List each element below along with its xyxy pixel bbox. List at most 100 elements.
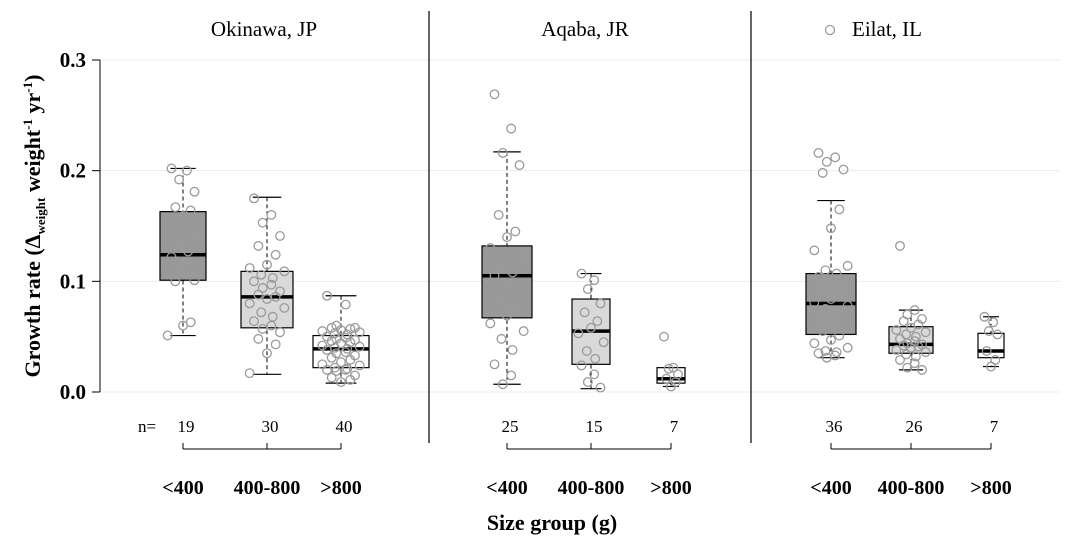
data-point	[189, 275, 200, 286]
y-axis-title-sup1: -1	[20, 119, 35, 130]
data-point	[659, 331, 669, 342]
data-point	[249, 276, 259, 287]
x-category-label: >800	[970, 477, 1011, 499]
y-axis-title-sup2: -1	[20, 82, 35, 93]
legend: Eilat, IL	[824, 17, 922, 41]
data-point	[834, 330, 845, 341]
data-point	[507, 267, 518, 278]
y-tick-label: 0.0	[60, 380, 86, 404]
data-point	[821, 279, 832, 290]
data-point	[270, 249, 281, 260]
data-point	[909, 358, 920, 369]
n-label: 15	[586, 417, 603, 436]
data-point	[256, 307, 267, 318]
x-category-labels: <400 400-800 >800 <400 400-800 >800 <400 400-80…	[162, 477, 1011, 499]
data-point	[174, 174, 185, 185]
data-point	[489, 89, 500, 100]
n-label: 26	[906, 417, 923, 436]
data-point	[326, 322, 337, 333]
data-point	[166, 163, 177, 174]
n-label: 25	[502, 417, 519, 436]
data-point	[661, 373, 672, 384]
data-point	[598, 337, 609, 348]
data-point	[817, 167, 828, 178]
data-point	[979, 311, 990, 322]
n-label: 30	[262, 417, 279, 436]
data-point	[262, 294, 272, 304]
data-point	[336, 377, 346, 387]
y-axis-title-close: )	[20, 75, 45, 82]
data-point	[185, 205, 196, 216]
data-point	[820, 265, 831, 276]
data-point	[244, 263, 255, 274]
data-point	[496, 333, 507, 344]
data-point	[506, 370, 517, 381]
data-point	[354, 327, 365, 338]
data-point	[497, 379, 508, 390]
data-point	[898, 316, 909, 327]
data-point	[920, 347, 931, 358]
data-point	[988, 317, 999, 328]
data-point	[589, 369, 600, 380]
data-point	[838, 164, 849, 175]
data-point	[256, 269, 267, 280]
data-point	[813, 148, 824, 158]
data-point	[270, 339, 281, 350]
data-point	[992, 329, 1003, 340]
data-point	[166, 252, 177, 262]
data-point	[809, 245, 820, 256]
data-point	[340, 347, 351, 358]
data-point	[595, 382, 606, 393]
data-point	[831, 307, 842, 318]
data-point	[826, 294, 836, 304]
panel-separators	[428, 11, 752, 443]
data-point	[336, 357, 346, 368]
data-point	[489, 359, 500, 370]
data-point	[485, 318, 496, 329]
data-point	[253, 333, 264, 344]
data-point	[342, 363, 353, 374]
x-category-label: >800	[650, 477, 691, 499]
box-plots	[159, 89, 1005, 393]
data-point	[820, 304, 831, 314]
n-prefix-label: n=	[138, 417, 156, 436]
data-point	[496, 259, 507, 270]
n-label: 40	[336, 417, 353, 436]
data-point	[170, 202, 181, 213]
data-point	[493, 209, 504, 220]
data-point	[813, 310, 824, 321]
data-point	[510, 304, 521, 314]
x-axis-title: Size group (g)	[487, 510, 617, 535]
data-point	[573, 328, 584, 339]
data-point	[249, 193, 259, 204]
data-point	[317, 326, 328, 337]
data-point	[331, 366, 342, 376]
box-group	[888, 240, 934, 375]
box-group	[656, 331, 686, 392]
data-point	[174, 263, 185, 274]
data-point	[189, 186, 200, 197]
x-category-label: <400	[810, 477, 851, 499]
data-point	[181, 256, 192, 267]
x-category-label: 400-800	[558, 477, 625, 499]
data-point	[507, 344, 518, 355]
y-axis-title: Growth rate (Δweight weight-1 yr-1)	[20, 75, 48, 378]
data-point	[354, 341, 365, 352]
data-point	[809, 338, 820, 349]
data-point	[906, 322, 916, 333]
data-point	[253, 289, 264, 300]
data-point	[901, 349, 912, 360]
y-axis-title-sub: weight	[33, 197, 48, 235]
data-point	[830, 152, 841, 163]
data-point	[581, 346, 592, 357]
data-point	[510, 226, 521, 237]
x-category-label: 400-800	[234, 477, 301, 499]
data-point	[895, 240, 905, 251]
data-point	[817, 326, 828, 337]
data-point	[266, 279, 277, 290]
data-point	[831, 268, 842, 279]
data-point	[830, 314, 841, 324]
data-point	[586, 322, 596, 333]
data-point	[576, 360, 587, 371]
